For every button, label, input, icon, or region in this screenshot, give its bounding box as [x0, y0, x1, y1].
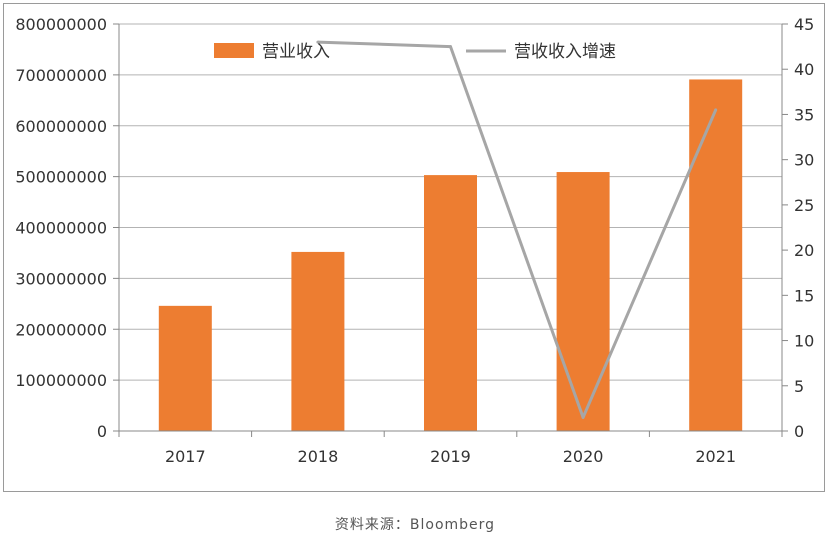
- y-left-tick-label: 400000000: [15, 219, 107, 238]
- y-left-tick-label: 300000000: [15, 269, 107, 288]
- y-left-tick-label: 100000000: [15, 371, 107, 390]
- y-right-tick-label: 40: [794, 60, 814, 79]
- combo-chart: 0 100000000 200000000 300000000 400000000 500…: [15, 15, 814, 466]
- growth-point: [449, 45, 452, 49]
- growth-line: [317, 40, 718, 419]
- y-right-tick-label: 15: [794, 286, 814, 305]
- y-right-tick-label: 10: [794, 332, 814, 351]
- legend-bar-swatch: [214, 43, 254, 58]
- legend-line-label: 营收收入增速: [514, 42, 616, 62]
- bar-2019: [424, 175, 477, 431]
- legend: 营业收入 营收收入增速: [214, 42, 616, 62]
- source-note: 资料来源：Bloomberg: [334, 517, 496, 533]
- growth-point: [714, 108, 718, 112]
- chart-frame: [3, 3, 825, 492]
- bar-2017: [158, 305, 212, 431]
- bar-2021: [689, 79, 743, 432]
- x-tick-label: 2019: [430, 447, 471, 466]
- y-left-tick-label: 600000000: [15, 117, 107, 136]
- y-right-tick-label: 30: [794, 151, 814, 170]
- line-series: [316, 40, 718, 419]
- growth-point: [581, 415, 585, 419]
- growth-point: [316, 40, 320, 44]
- y-right-tick-label: 25: [794, 196, 814, 215]
- y-right-tick-label: 0: [794, 422, 804, 441]
- x-tick-label: 2017: [165, 447, 206, 466]
- axes: 0 100000000 200000000 300000000 400000000 500…: [15, 15, 814, 466]
- y-right-tick-label: 35: [794, 105, 814, 124]
- bar-2020: [556, 172, 610, 431]
- y-left-tick-label: 800000000: [15, 15, 107, 34]
- x-tick-label: 2021: [695, 447, 736, 466]
- y-left-tick-label: 500000000: [15, 168, 107, 187]
- bar-2018: [291, 251, 345, 431]
- y-left-tick-label: 200000000: [15, 320, 107, 339]
- x-tick-label: 2020: [563, 447, 604, 466]
- y-right-tick-label: 20: [794, 241, 814, 260]
- legend-bar-label: 营业收入: [262, 42, 330, 62]
- y-right-tick-label: 5: [794, 377, 804, 396]
- y-right-tick-label: 45: [794, 15, 814, 34]
- y-left-tick-label: 700000000: [15, 66, 107, 85]
- x-tick-label: 2018: [298, 447, 339, 466]
- bar-series: [158, 79, 743, 432]
- y-left-tick-label: 0: [97, 422, 107, 441]
